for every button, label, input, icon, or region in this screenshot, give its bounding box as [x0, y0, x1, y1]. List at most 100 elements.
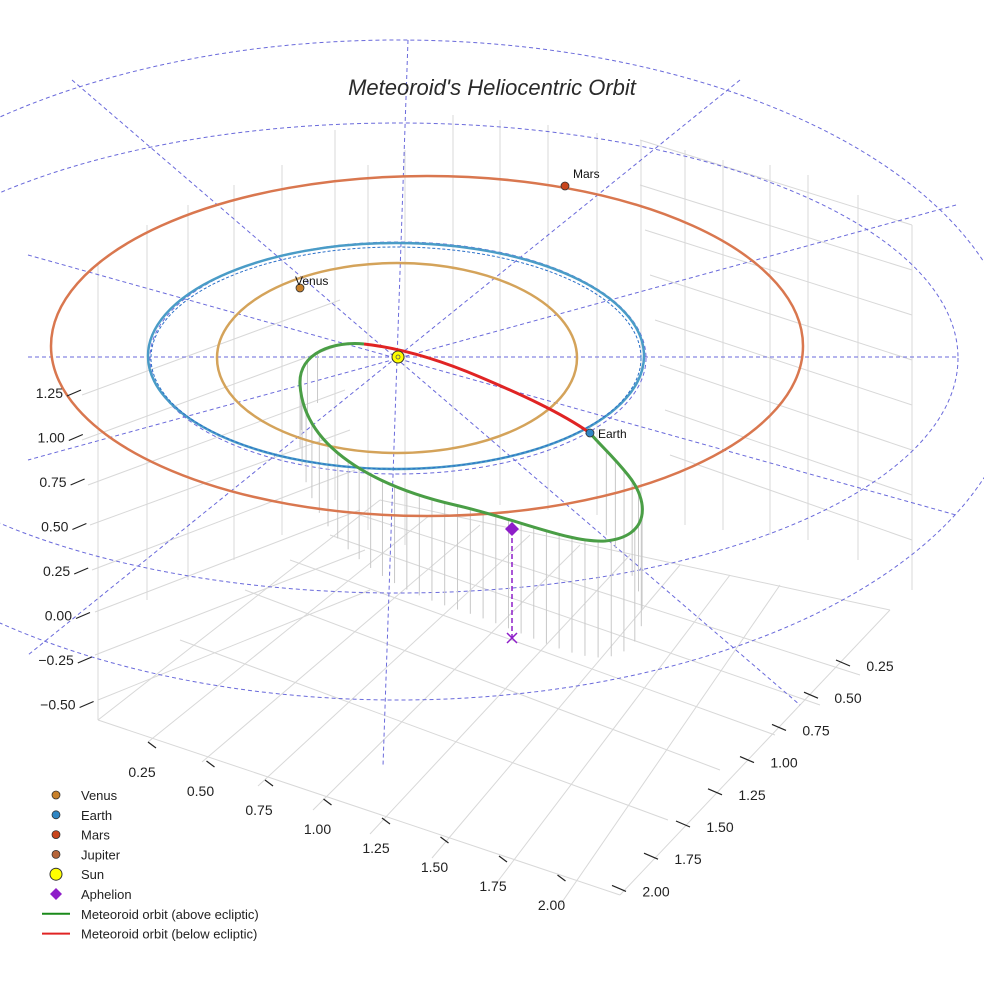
x-tick-label: 1.25 — [362, 840, 389, 856]
x-tick-label: 1.50 — [421, 859, 448, 875]
earth-label: Earth — [598, 427, 627, 441]
legend-marker-sun — [49, 867, 63, 881]
x-tick-label: 0.50 — [187, 783, 214, 799]
sun-marker — [391, 350, 405, 364]
aphelion-diamond — [505, 522, 519, 536]
y-tick-label: 0.25 — [866, 658, 893, 674]
ref-ring-outer — [0, 39, 984, 701]
y-tick-mark — [739, 756, 755, 764]
ref-line-vertical — [382, 39, 409, 767]
y-tick-mark — [803, 691, 819, 699]
x-tick-mark — [557, 874, 566, 882]
y-tick-mark — [675, 820, 691, 828]
x-tick-label: 0.25 — [128, 764, 155, 780]
y-tick-label: 1.50 — [706, 819, 733, 835]
legend-marker-venus — [51, 790, 61, 800]
mars-marker — [560, 181, 570, 191]
x-tick-mark — [381, 817, 391, 825]
x-tick-mark — [440, 836, 449, 844]
y-tick-mark — [707, 788, 723, 796]
venus-label: Venus — [295, 274, 328, 288]
z-tick-mark — [75, 611, 91, 620]
z-tick-mark — [66, 389, 82, 397]
z-tick-label: 0.25 — [43, 563, 70, 579]
x-tick-label: 0.75 — [245, 802, 272, 818]
x-tick-mark — [264, 779, 274, 787]
ref-line-diag-1 — [71, 79, 801, 706]
y-axis: 0.25 0.50 0.75 1.00 1.25 1.50 1.75 2.00 — [611, 658, 894, 899]
y-tick-label: 0.75 — [802, 722, 829, 738]
mars-label: Mars — [573, 167, 600, 181]
back-wall-grid — [97, 115, 913, 720]
z-tick-label: −0.25 — [38, 652, 74, 668]
legend-label: Sun — [81, 867, 104, 882]
x-tick-mark — [323, 798, 332, 806]
chart-title: Meteoroid's Heliocentric Orbit — [348, 75, 637, 100]
ref-line-diag-4 — [27, 204, 957, 461]
earth-orbit-inner — [150, 246, 642, 470]
z-tick-label: −0.50 — [40, 697, 76, 713]
drop-lines — [299, 352, 643, 658]
meteoroid-orbit — [298, 342, 644, 543]
aphelion-floor-marker — [506, 632, 518, 644]
mars-orbit — [49, 174, 805, 518]
aphelion-projection — [505, 522, 519, 644]
y-tick-mark — [643, 852, 659, 860]
meteoroid-orbit-below — [363, 342, 591, 435]
x-tick-label: 1.75 — [479, 878, 506, 894]
x-tick-mark — [498, 855, 508, 863]
legend-label: Aphelion — [81, 887, 132, 902]
legend-marker-earth — [51, 810, 61, 820]
ref-line-diag-2 — [27, 79, 741, 656]
z-axis: 1.25 1.00 0.75 0.50 0.25 0.00 −0.25 −0.50 — [36, 385, 94, 713]
left-wall-grid — [81, 299, 371, 701]
y-tick-label: 1.25 — [738, 787, 765, 803]
z-tick-mark — [73, 567, 89, 575]
z-tick-label: 0.75 — [39, 474, 66, 490]
x-axis: 0.25 0.50 0.75 1.00 1.25 1.50 1.75 2.00 — [128, 741, 566, 913]
bodies: Venus Earth Mars — [295, 167, 627, 441]
z-tick-mark — [68, 433, 84, 442]
legend-label: Meteoroid orbit (below ecliptic) — [81, 927, 257, 942]
legend-label: Mars — [81, 828, 110, 843]
legend-label: Meteoroid orbit (above ecliptic) — [81, 907, 259, 922]
planet-orbits — [49, 174, 805, 518]
z-tick-label: 0.50 — [41, 519, 68, 535]
x-tick-label: 2.00 — [538, 897, 565, 913]
y-tick-label: 1.75 — [674, 851, 701, 867]
z-tick-mark — [79, 700, 94, 709]
right-wall-grid — [639, 139, 913, 541]
y-tick-label: 0.50 — [834, 690, 861, 706]
z-tick-label: 0.00 — [45, 608, 72, 624]
z-tick-label: 1.00 — [38, 430, 65, 446]
x-tick-mark — [147, 741, 157, 749]
z-tick-mark — [72, 522, 87, 531]
meteoroid-orbit-above — [298, 342, 644, 543]
ref-ring-middle — [0, 122, 959, 594]
x-tick-label: 1.00 — [304, 821, 331, 837]
grid-panes — [81, 115, 913, 906]
x-tick-mark — [206, 760, 215, 768]
y-tick-label: 1.00 — [770, 755, 797, 771]
y-tick-mark — [835, 659, 851, 667]
legend-marker-mars — [51, 830, 61, 839]
z-tick-mark — [77, 656, 93, 664]
ecliptic-reference-grid — [0, 39, 984, 767]
legend-label: Venus — [81, 788, 118, 803]
sun-core — [395, 354, 401, 360]
y-tick-mark — [771, 723, 787, 731]
legend: Venus Earth Mars Jupiter Sun Aphelion Meteoroi… — [42, 788, 259, 942]
earth-marker — [585, 428, 595, 438]
venus-orbit — [215, 261, 579, 455]
legend-marker-aphelion — [50, 888, 62, 900]
earth-orbit — [146, 241, 646, 471]
y-tick-mark — [611, 884, 627, 892]
legend-marker-jupiter — [51, 850, 61, 859]
legend-label: Earth — [81, 808, 112, 823]
ref-line-diag-3 — [27, 254, 957, 516]
legend-label: Jupiter — [81, 847, 121, 862]
y-tick-label: 2.00 — [642, 883, 669, 899]
z-tick-label: 1.25 — [36, 385, 63, 401]
floor-grid-x — [97, 499, 891, 896]
